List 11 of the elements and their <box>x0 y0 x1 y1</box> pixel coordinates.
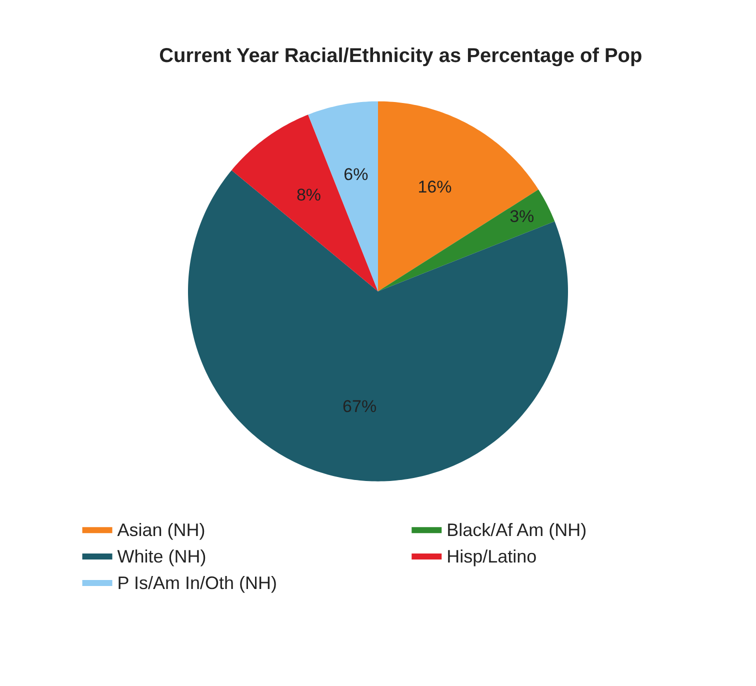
legend-label: Hisp/Latino <box>446 546 537 567</box>
legend-label: White (NH) <box>117 546 206 567</box>
data-label: 16% <box>418 177 452 196</box>
legend-label: Asian (NH) <box>117 520 206 540</box>
legend-label: P Is/Am In/Oth (NH) <box>117 572 277 593</box>
data-label: 8% <box>296 185 322 204</box>
data-label: 3% <box>510 207 534 226</box>
data-label: 67% <box>342 396 377 416</box>
legend-label: Black/Af Am (NH) <box>446 520 587 540</box>
data-label: 6% <box>344 164 368 184</box>
chart-title: Current Year Racial/Ethnicity as Percentage of Pop <box>159 45 642 68</box>
